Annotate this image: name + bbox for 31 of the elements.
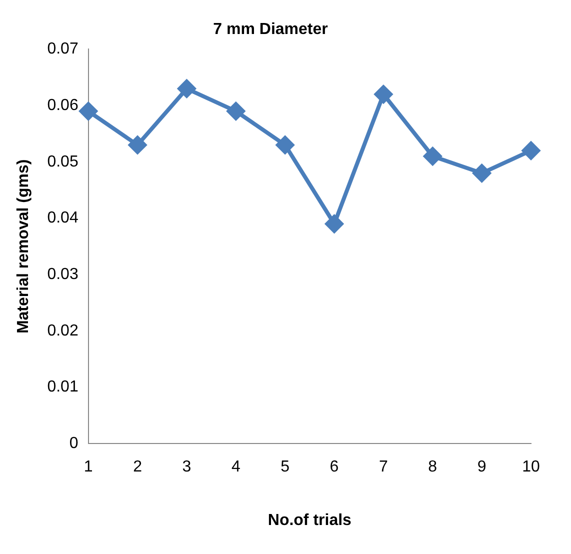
y-tick-label: 0.01 — [47, 378, 78, 396]
x-tick-label: 6 — [330, 458, 339, 476]
point — [374, 85, 392, 104]
point — [178, 80, 196, 98]
x-tick-label: 5 — [280, 458, 290, 476]
y-tick-label: 0.02 — [47, 322, 78, 340]
point — [325, 214, 344, 233]
chart-title: 7 mm Diameter — [213, 21, 328, 38]
x-tick-label: 9 — [477, 458, 486, 476]
x-tick-label: 8 — [428, 458, 438, 476]
point — [472, 164, 491, 182]
y-tick-label: 0.04 — [47, 210, 78, 227]
x-tick-label: 4 — [231, 458, 240, 476]
x-tick-label: 3 — [182, 458, 192, 476]
y-tick-label: 0 — [69, 435, 78, 452]
x-tick-label: 1 — [84, 458, 93, 476]
point — [226, 102, 245, 120]
y-axis-title: Material removal (gms) — [15, 159, 32, 334]
y-tick-label: 0.05 — [47, 153, 78, 170]
point — [522, 142, 540, 160]
y-tick-label: 0.03 — [47, 266, 78, 283]
x-tick-label: 10 — [522, 458, 540, 476]
x-tick-label: 2 — [133, 458, 142, 476]
point — [424, 147, 442, 166]
y-tick-label: 0.06 — [47, 96, 78, 114]
point — [128, 136, 147, 154]
y-tick-label: 0.07 — [47, 40, 78, 58]
point — [276, 136, 294, 154]
point — [79, 102, 98, 120]
x-tick-label: 7 — [378, 458, 388, 476]
x-axis-title: No.of trials — [268, 512, 352, 529]
